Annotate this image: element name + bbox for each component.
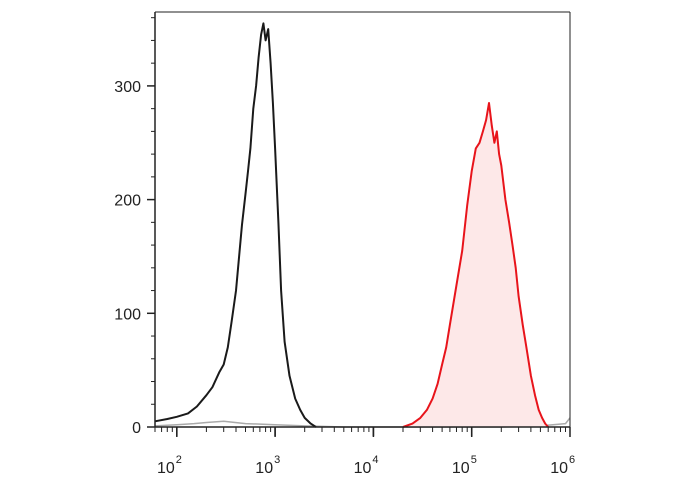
series-2-fill [403,103,549,427]
x-tick-exponent: 5 [471,454,477,466]
x-tick-exponent: 4 [372,454,378,466]
y-tick-label: 300 [114,79,141,96]
y-tick-label: 100 [114,306,141,323]
x-tick-exponent: 6 [569,454,575,466]
series-2-line [402,102,549,428]
plot-area [154,22,571,428]
x-tick-label: 10 [452,460,470,477]
x-tick-label: 10 [354,460,372,477]
x-tick-label: 10 [157,460,175,477]
x-tick-label: 10 [550,460,568,477]
y-tick-label: 0 [132,420,141,437]
series-1-line [154,22,317,428]
y-tick-label: 200 [114,193,141,210]
x-tick-exponent: 3 [274,454,280,466]
x-tick-exponent: 2 [176,454,182,466]
x-tick-label: 10 [255,460,273,477]
